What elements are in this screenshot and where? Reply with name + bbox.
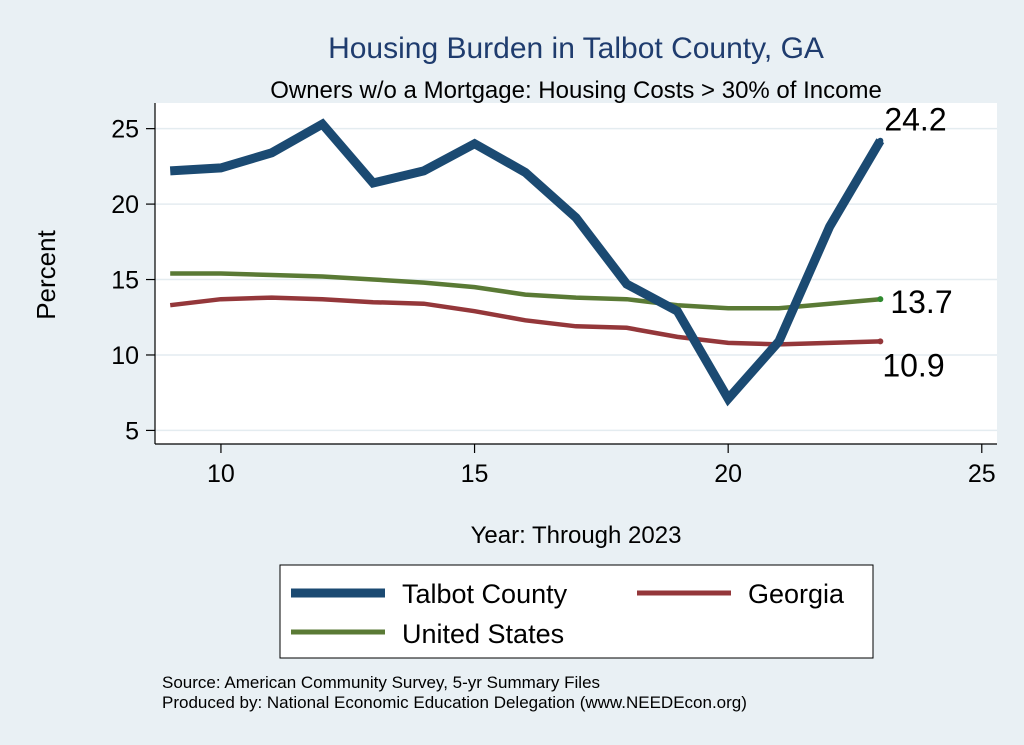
legend: Talbot County Georgia United States bbox=[279, 564, 874, 659]
series-layer bbox=[169, 118, 885, 407]
producer-note: Produced by: National Economic Education… bbox=[162, 693, 747, 712]
series-end-point-talbot bbox=[877, 137, 884, 144]
series-line-georgia bbox=[169, 295, 881, 347]
chart-title: Housing Burden in Talbot County, GA bbox=[328, 32, 824, 65]
y-tick-label-10: 10 bbox=[111, 342, 139, 370]
source-note: Source: American Community Survey, 5-yr … bbox=[162, 673, 600, 692]
y-tick-label-20: 20 bbox=[111, 191, 139, 219]
chart-subtitle: Owners w/o a Mortgage: Housing Costs > 3… bbox=[270, 77, 882, 104]
series-end-point-georgia bbox=[877, 338, 884, 345]
x-axis-label: Year: Through 2023 bbox=[471, 522, 682, 549]
axes: 5 10 15 20 25 10 15 20 25 bbox=[111, 103, 997, 488]
x-tick-label-15: 15 bbox=[461, 460, 489, 488]
y-tick-label-15: 15 bbox=[111, 267, 139, 295]
grid bbox=[155, 127, 997, 432]
legend-box bbox=[279, 564, 874, 659]
x-tick-label-10: 10 bbox=[207, 460, 235, 488]
end-label-talbot: 24.2 bbox=[884, 102, 946, 138]
legend-label-georgia: Georgia bbox=[748, 579, 845, 609]
series-line-us bbox=[170, 271, 881, 311]
x-tick-label-25: 25 bbox=[968, 460, 996, 488]
y-tick-label-5: 5 bbox=[125, 417, 139, 445]
end-label-us: 13.7 bbox=[890, 284, 952, 320]
legend-label-talbot: Talbot County bbox=[402, 579, 568, 609]
series-line-talbot bbox=[169, 118, 885, 407]
end-labels: 24.2 10.9 13.7 bbox=[882, 102, 952, 384]
end-label-georgia: 10.9 bbox=[882, 347, 944, 383]
y-axis-label: Percent bbox=[31, 229, 61, 319]
y-tick-label-25: 25 bbox=[111, 116, 139, 144]
series-end-point-us bbox=[877, 296, 884, 303]
legend-label-us: United States bbox=[402, 619, 564, 649]
x-tick-label-20: 20 bbox=[714, 460, 742, 488]
